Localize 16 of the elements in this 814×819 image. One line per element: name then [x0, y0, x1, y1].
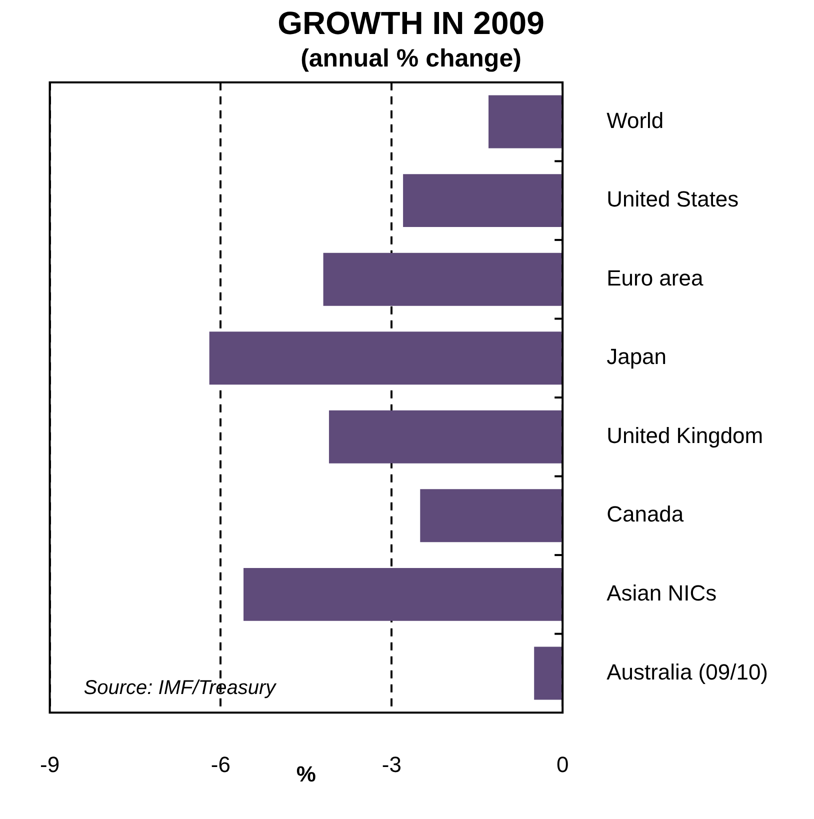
- annotation: Source: IMF/Treasury: [84, 677, 277, 700]
- x-tick-label: 0: [556, 752, 569, 777]
- y-tick-label: Canada: [606, 502, 684, 527]
- x-tick-label: -3: [382, 752, 402, 777]
- y-tick-label: United States: [606, 186, 739, 212]
- y-tick-label: Australia (09/10): [606, 659, 768, 684]
- y-tick-label: Euro area: [606, 265, 704, 290]
- x-axis-title: %: [296, 762, 316, 787]
- x-tick-label: -6: [210, 752, 230, 777]
- y-tick-label: Japan: [606, 344, 667, 370]
- x-tick-label: -9: [40, 752, 60, 777]
- chart-subtitle: (annual % change): [300, 44, 522, 72]
- chart-title: GROWTH IN 2009: [278, 5, 544, 42]
- y-tick-label: World: [606, 108, 664, 133]
- y-tick-label: Asian NICs: [606, 580, 717, 606]
- y-tick-label: United Kingdom: [606, 422, 764, 448]
